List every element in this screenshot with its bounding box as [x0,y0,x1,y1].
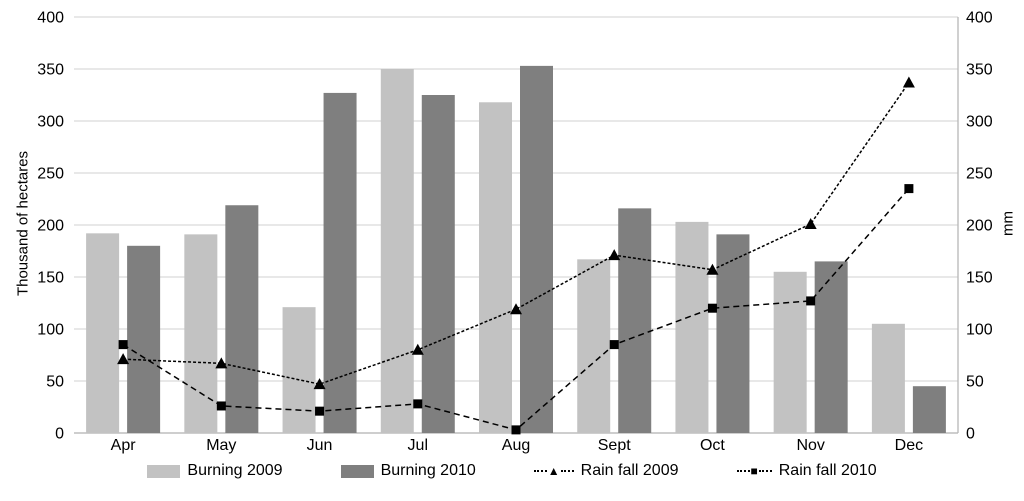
marker-rain-fall-2010 [511,425,521,435]
burning-2009-swatch-icon [147,464,181,478]
marker-rain-fall-2009 [215,357,228,369]
x-axis-tick-label: Jun [307,437,333,454]
marker-rain-fall-2010 [413,399,423,409]
left-axis-tick-label: 50 [46,374,64,391]
marker-rain-fall-2009 [804,217,817,229]
left-axis-tick-label: 300 [37,114,64,131]
legend-label: Burning 2010 [380,462,476,479]
right-axis-tick-label: 250 [966,166,993,183]
x-axis-tick-label: Aug [502,437,530,454]
bar-burning-2010 [225,205,259,433]
rain-2009-line-triangle-icon: ▲ [533,465,574,477]
right-axis-tick-label: 100 [966,322,993,339]
right-axis-tick-label: 50 [966,374,984,391]
marker-rain-fall-2009 [411,343,424,355]
right-axis-tick-label: 0 [966,426,975,443]
burning-2010-swatch-icon [340,464,374,478]
right-axis-tick-label: 300 [966,114,993,131]
marker-rain-fall-2010 [118,340,128,350]
marker-rain-fall-2009 [706,263,719,275]
line-rain-fall-2009 [123,82,910,385]
marker-rain-fall-2010 [315,406,325,416]
marker-rain-fall-2010 [904,184,914,194]
bar-burning-2009 [479,102,512,433]
legend-item-rain-fall-2009: ▲ Rain fall 2009 [533,462,679,480]
marker-rain-fall-2009 [117,353,130,365]
bar-burning-2009 [773,271,807,433]
chart-legend: Burning 2009 Burning 2010 ▲ Rain fall 20… [0,462,1024,480]
right-axis-tick-label: 400 [966,10,993,27]
x-axis-tick-label: May [206,437,236,454]
bar-burning-2010 [618,208,652,433]
x-axis-tick-label: Dec [895,437,923,454]
left-axis-title: Thousand of hectares [14,150,32,297]
legend-label: Rain fall 2010 [778,462,877,479]
marker-rain-fall-2009 [608,249,621,261]
right-axis-tick-label: 350 [966,62,993,79]
marker-rain-fall-2009 [313,378,326,390]
bar-burning-2009 [380,69,414,433]
x-axis-tick-label: Apr [111,437,137,454]
bar-burning-2009 [282,307,316,433]
left-axis-tick-label: 350 [37,62,64,79]
bar-burning-2010 [814,261,848,433]
bar-burning-2010 [716,234,750,433]
legend-item-rain-fall-2010: ■ Rain fall 2010 [736,462,877,480]
left-axis-tick-label: 100 [37,322,64,339]
bar-burning-2009 [184,234,218,433]
marker-rain-fall-2009 [510,303,522,315]
bar-burning-2010 [127,245,161,433]
marker-rain-fall-2009 [902,76,915,88]
left-axis-tick-label: 200 [37,218,64,235]
bar-burning-2009 [871,323,905,433]
bar-burning-2010 [912,386,946,433]
left-axis-tick-label: 400 [37,10,64,27]
marker-rain-fall-2010 [707,303,717,313]
legend-label: Burning 2009 [187,462,283,479]
marker-rain-fall-2010 [216,401,226,411]
bar-burning-2009 [86,233,120,433]
bar-burning-2009 [577,259,611,433]
marker-rain-fall-2010 [609,340,619,350]
legend-label: Rain fall 2009 [580,462,679,479]
left-axis-tick-label: 0 [55,426,64,443]
bar-burning-2009 [675,221,709,433]
right-axis-title: mm [999,211,1017,236]
legend-item-burning-2010: Burning 2010 [340,462,476,480]
x-axis-tick-label: Jul [408,437,428,454]
x-axis-tick-label: Nov [796,437,824,454]
bar-burning-2010 [421,95,455,433]
left-axis-tick-label: 250 [37,166,64,183]
right-axis-tick-label: 150 [966,270,993,287]
right-axis-tick-label: 200 [966,218,993,235]
x-axis-tick-label: Oct [700,437,725,454]
left-axis-tick-label: 150 [37,270,64,287]
marker-rain-fall-2010 [806,296,816,306]
x-axis-tick-label: Sept [598,437,631,454]
legend-item-burning-2009: Burning 2009 [147,462,283,480]
bar-burning-2010 [323,92,357,434]
rain-2010-line-square-icon: ■ [736,465,772,477]
bar-burning-2010 [520,65,553,433]
